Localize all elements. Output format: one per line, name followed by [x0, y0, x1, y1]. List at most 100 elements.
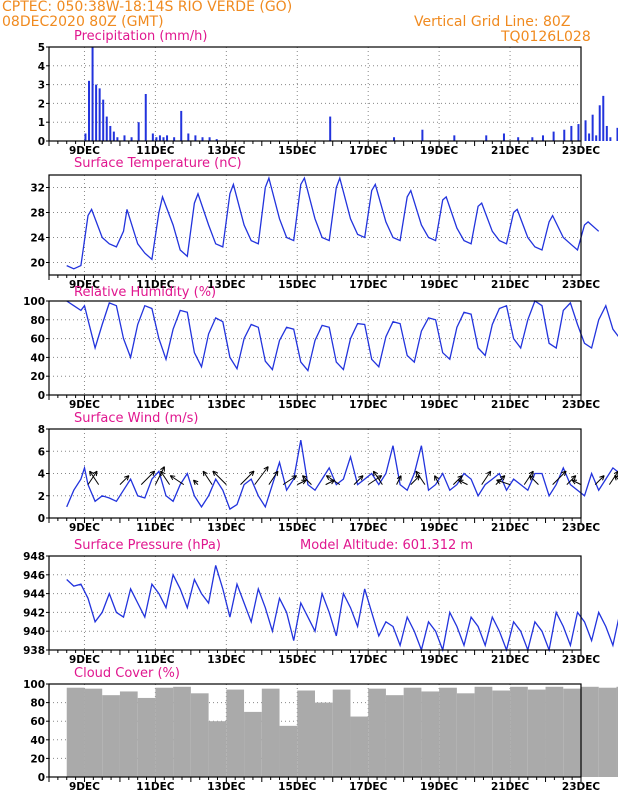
wind-vector [410, 475, 421, 485]
x-tick-label: 23DEC [562, 522, 601, 534]
x-tick-label: 21DEC [491, 654, 530, 666]
y-tick-label: 60 [30, 334, 45, 346]
bar [187, 133, 190, 141]
x-tick-label: 11DEC [136, 522, 175, 534]
y-tick-label: 948 [23, 551, 45, 563]
wind-vector [140, 470, 156, 485]
bar [421, 129, 424, 141]
x-tick-label: 23DEC [562, 781, 601, 793]
wind-arrowhead [561, 470, 567, 477]
x-tick-label: 23DEC [562, 399, 601, 411]
x-tick-label: 15DEC [278, 279, 317, 291]
x-tick-label: 15DEC [278, 654, 317, 666]
x-tick-label: 13DEC [207, 654, 246, 666]
bar [609, 137, 612, 141]
bar [297, 690, 315, 777]
bar [155, 687, 174, 777]
x-tick-label: 13DEC [207, 522, 246, 534]
panel-frame [48, 46, 582, 142]
wind-vector [160, 470, 171, 485]
wind-vector [154, 466, 165, 485]
wind-vector [87, 470, 98, 485]
bar [581, 686, 599, 777]
series-line [66, 439, 618, 511]
bar [190, 693, 209, 777]
wind-arrowhead [376, 475, 383, 481]
bar [105, 116, 108, 141]
panel-frame [48, 174, 582, 276]
wind-arrowhead [160, 466, 165, 472]
x-tick-label: 11DEC [136, 399, 175, 411]
wind-vector [608, 470, 618, 485]
bar [421, 691, 440, 777]
panel-title: Relative Humidity (%) [74, 285, 216, 300]
bar [201, 137, 204, 141]
y-tick-label: 2 [38, 491, 45, 503]
wind-arrowhead [149, 470, 156, 477]
wind-vector [434, 475, 440, 485]
wind-arrowhead [169, 475, 176, 481]
wind-vector [367, 475, 382, 486]
x-tick-label: 11DEC [136, 145, 175, 157]
x-tick-label: 19DEC [420, 654, 459, 666]
x-tick-label: 17DEC [349, 145, 388, 157]
y-tick-label: 4 [38, 469, 45, 481]
x-tick-label: 15DEC [278, 522, 317, 534]
bar [595, 135, 598, 141]
x-tick-label: 13DEC [207, 279, 246, 291]
panel-2: 0 20 40 60 80 100 9DEC 11DEC 13DEC 15DEC 17DEC 19DE… [23, 285, 618, 411]
bar [563, 129, 566, 141]
header-right2: TQ0126L028 [501, 29, 591, 45]
bar [329, 116, 332, 141]
bar [112, 131, 115, 141]
bar [279, 725, 298, 777]
wind-vector [169, 475, 185, 486]
wind-vector [353, 475, 364, 485]
bar [109, 125, 112, 141]
bar [84, 688, 103, 777]
x-tick-label: 9DEC [69, 522, 100, 534]
x-tick-label: 17DEC [349, 654, 388, 666]
bar [552, 131, 555, 141]
wind-vector [119, 475, 130, 485]
bar [315, 702, 333, 777]
series-line [66, 565, 618, 653]
wind-arrowhead [202, 470, 208, 477]
wind-arrowhead [599, 475, 605, 481]
wind-arrowhead [160, 470, 166, 477]
wind-vector [254, 466, 269, 485]
wind-vector [594, 475, 605, 485]
bar [180, 110, 183, 141]
wind-vector [302, 475, 312, 485]
wind-vector [415, 470, 426, 485]
bar [541, 135, 544, 141]
wind-vector [396, 475, 402, 485]
bar [130, 137, 133, 141]
bar [502, 133, 505, 141]
wind-arrowhead [396, 475, 402, 481]
wind-arrowhead [192, 479, 199, 486]
y-tick-label: 0 [38, 136, 45, 148]
wind-arrowhead [571, 479, 578, 485]
y-tick-label: 20 [30, 753, 45, 765]
x-tick-label: 15DEC [278, 399, 317, 411]
panel-3: 0 2 4 6 8 9DEC 11DEC 13DEC 15DEC 17DEC 19DEC 21DEC 2… [38, 411, 618, 534]
bar [144, 94, 147, 141]
wind-vector [552, 470, 567, 485]
y-tick-label: 20 [30, 371, 45, 383]
panel-4: 938 940 942 944 946 948 9DEC 11DEC 13DEC 15DEC 17D… [23, 538, 618, 666]
x-tick-label: 9DEC [69, 279, 100, 291]
bar [158, 135, 161, 141]
x-tick-label: 11DEC [136, 654, 175, 666]
bar [88, 80, 91, 141]
bar [474, 686, 493, 777]
wind-vector [325, 479, 335, 486]
wind-vector [529, 475, 539, 485]
wind-arrowhead [528, 475, 535, 481]
wind-vector [268, 470, 279, 485]
wind-vector [212, 470, 227, 485]
x-tick-label: 15DEC [278, 781, 317, 793]
bar [517, 137, 520, 141]
bar [616, 127, 618, 141]
bar [137, 122, 140, 141]
